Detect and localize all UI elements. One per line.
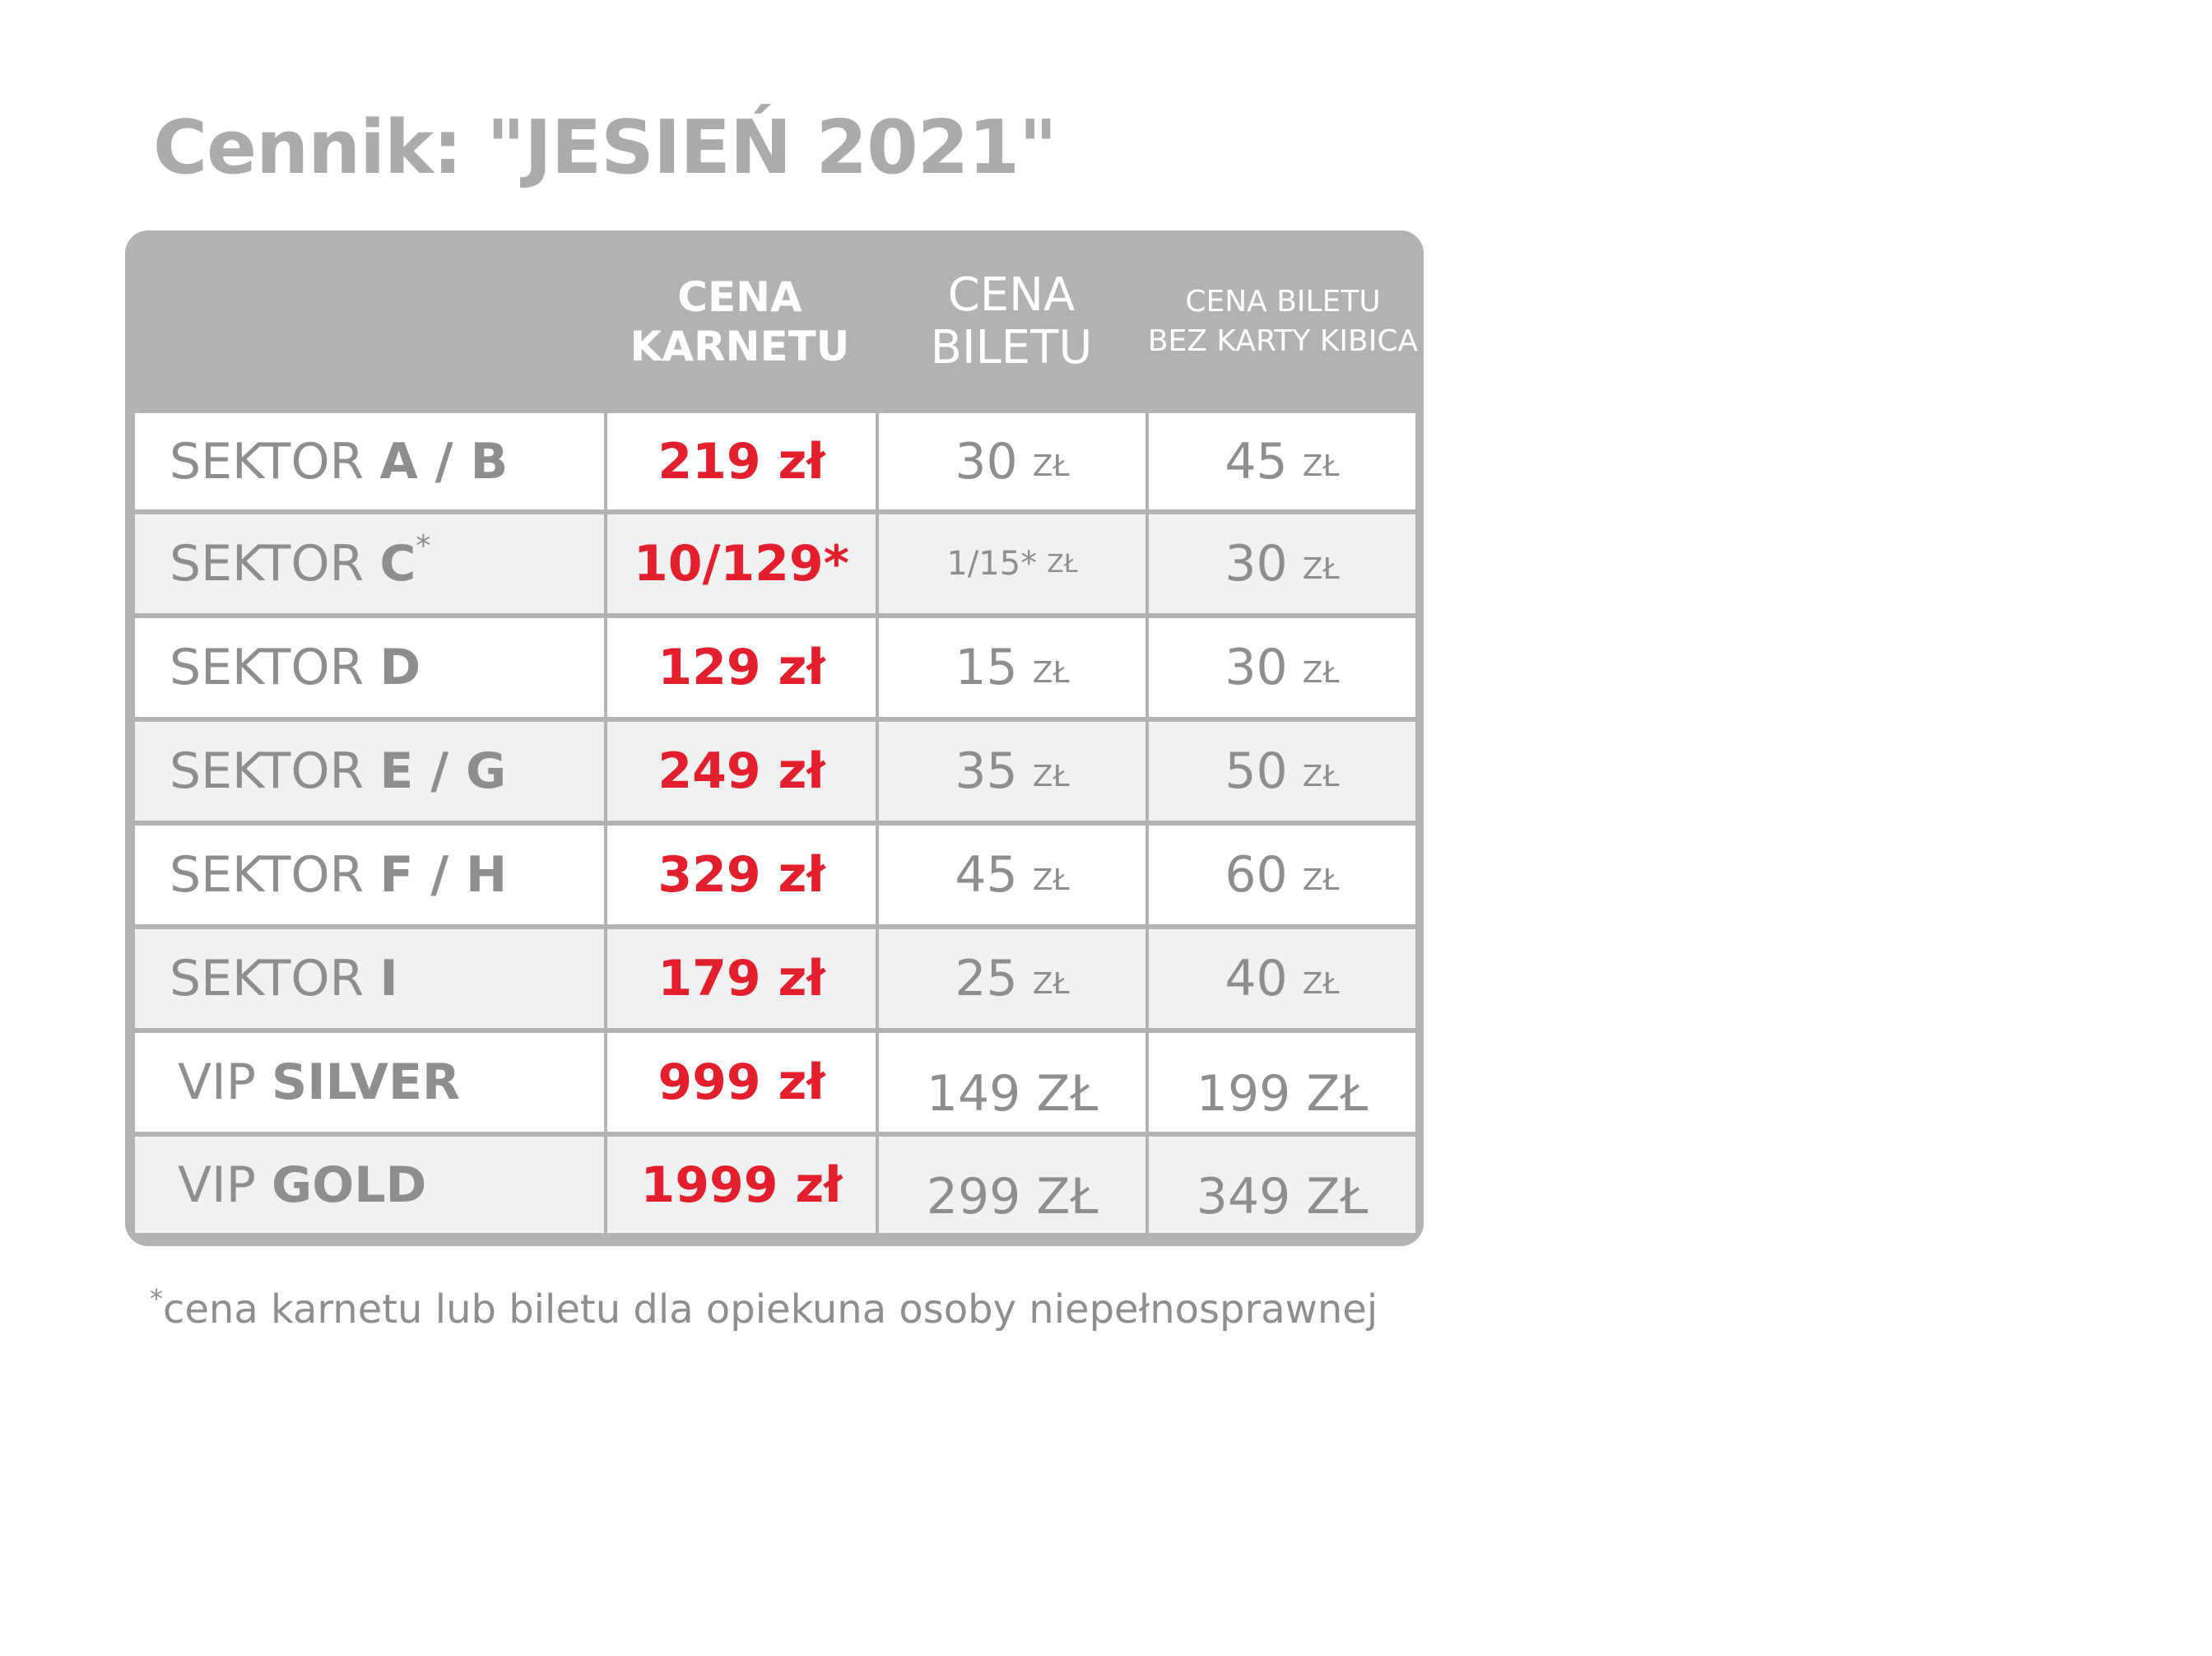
no-card-price-value: 349 ZŁ xyxy=(1196,1167,1369,1226)
ticket-price: 25 ZŁ xyxy=(879,929,1146,1028)
sector-prefix: SEKTOR xyxy=(170,742,365,800)
no-card-price-unit: ZŁ xyxy=(1302,966,1340,1001)
table-row: SEKTOR A / B 219 zł 30 ZŁ 45 ZŁ xyxy=(130,408,1419,512)
ticket-price-unit: ZŁ xyxy=(1032,759,1070,793)
footnote-star: * xyxy=(150,1283,163,1314)
ticket-price-value: 299 ZŁ xyxy=(926,1167,1099,1226)
table-row: VIP GOLD 1999 zł 299 ZŁ 349 ZŁ xyxy=(130,1134,1419,1238)
table-body: SEKTOR A / B 219 zł 30 ZŁ 45 ZŁ SEKTOR C * … xyxy=(130,408,1419,1238)
sector-prefix: VIP xyxy=(178,1054,256,1111)
sector-prefix: SEKTOR xyxy=(170,535,365,593)
sector-name: E / G xyxy=(379,742,507,800)
sector-label: VIP SILVER xyxy=(135,1033,604,1132)
footnote-text: cena karnetu lub biletu dla opiekuna oso… xyxy=(163,1286,1378,1333)
header-ticket-price: CENA BILETU xyxy=(930,268,1093,374)
season-pass-price: 129 zł xyxy=(607,618,876,717)
sector-label: SEKTOR D xyxy=(135,618,604,717)
sector-label: SEKTOR F / H xyxy=(135,826,604,924)
sector-name: GOLD xyxy=(272,1156,427,1214)
footnote: *cena karnetu lub biletu dla opiekuna os… xyxy=(150,1281,1378,1342)
table-row: VIP SILVER 999 zł 149 ZŁ 199 ZŁ xyxy=(130,1030,1419,1134)
sector-label: VIP GOLD xyxy=(135,1137,604,1233)
ticket-price-value: 45 xyxy=(955,846,1018,904)
sector-label: SEKTOR E / G xyxy=(135,722,604,821)
ticket-price-value: 1/15* xyxy=(946,545,1038,583)
page-title: Cennik: "JESIEŃ 2021" xyxy=(153,105,1057,191)
season-pass-price: 329 zł xyxy=(607,826,876,924)
header-ticket-no-fan-card: CENA BILETU BEZ KARTY KIBICA xyxy=(1147,285,1419,358)
table-row: SEKTOR I 179 zł 25 ZŁ 40 ZŁ xyxy=(130,927,1419,1030)
ticket-price-value: 15 xyxy=(955,639,1018,696)
no-card-price-unit: ZŁ xyxy=(1302,655,1340,690)
no-card-price: 50 ZŁ xyxy=(1149,722,1415,821)
sector-label: SEKTOR A / B xyxy=(135,413,604,509)
no-card-price-value: 60 xyxy=(1224,846,1288,904)
ticket-price-unit: ZŁ xyxy=(1032,966,1070,1001)
table-header: CENA KARNETU CENA BILETU CENA BILETU BEZ… xyxy=(130,235,1419,408)
no-card-price-unit: ZŁ xyxy=(1302,863,1340,897)
sector-name: C xyxy=(379,535,416,593)
season-pass-price: 249 zł xyxy=(607,722,876,821)
sector-prefix: SEKTOR xyxy=(170,846,365,904)
sector-prefix: SEKTOR xyxy=(170,432,365,491)
ticket-price-unit: ZŁ xyxy=(1032,449,1070,483)
ticket-price: 35 ZŁ xyxy=(879,722,1146,821)
sector-name: SILVER xyxy=(272,1054,461,1111)
no-card-price-value: 199 ZŁ xyxy=(1196,1065,1369,1123)
season-pass-price: 999 zł xyxy=(607,1033,876,1132)
ticket-price-unit: ZŁ xyxy=(1032,655,1070,690)
sector-prefix: SEKTOR xyxy=(170,950,365,1007)
no-card-price: 40 ZŁ xyxy=(1149,929,1415,1028)
no-card-price-value: 30 xyxy=(1224,535,1288,593)
no-card-price: 199 ZŁ xyxy=(1149,1033,1415,1132)
footnote-marker: * xyxy=(416,528,431,563)
no-card-price-unit: ZŁ xyxy=(1302,551,1340,586)
season-pass-price: 219 zł xyxy=(607,413,876,509)
ticket-price: 1/15* ZŁ xyxy=(879,514,1146,613)
sector-name: F / H xyxy=(379,846,508,904)
table-row: SEKTOR E / G 249 zł 35 ZŁ 50 ZŁ xyxy=(130,719,1419,823)
ticket-price-unit: ZŁ xyxy=(1032,863,1070,897)
ticket-price: 30 ZŁ xyxy=(879,413,1146,509)
ticket-price-value: 25 xyxy=(955,950,1018,1007)
no-card-price-value: 30 xyxy=(1224,639,1288,696)
season-pass-price: 179 zł xyxy=(607,929,876,1028)
ticket-price-value: 149 ZŁ xyxy=(926,1065,1099,1123)
ticket-price-unit: ZŁ xyxy=(1047,549,1078,579)
season-pass-price: 1999 zł xyxy=(607,1137,876,1233)
no-card-price-value: 40 xyxy=(1224,950,1288,1007)
season-pass-price: 10/129* xyxy=(607,514,876,613)
header-season-pass: CENA KARNETU xyxy=(630,273,850,370)
ticket-price-value: 35 xyxy=(955,742,1018,800)
no-card-price: 45 ZŁ xyxy=(1149,413,1415,509)
table-row: SEKTOR C * 10/129* 1/15* ZŁ 30 ZŁ xyxy=(130,512,1419,616)
no-card-price: 30 ZŁ xyxy=(1149,514,1415,613)
ticket-price: 299 ZŁ xyxy=(879,1137,1146,1233)
no-card-price: 60 ZŁ xyxy=(1149,826,1415,924)
price-table: CENA KARNETU CENA BILETU CENA BILETU BEZ… xyxy=(125,230,1424,1246)
table-row: SEKTOR F / H 329 zł 45 ZŁ 60 ZŁ xyxy=(130,823,1419,927)
no-card-price: 349 ZŁ xyxy=(1149,1137,1415,1233)
no-card-price-value: 50 xyxy=(1224,742,1288,800)
no-card-price-unit: ZŁ xyxy=(1302,449,1340,483)
ticket-price: 45 ZŁ xyxy=(879,826,1146,924)
sector-prefix: SEKTOR xyxy=(170,639,365,696)
sector-prefix: VIP xyxy=(178,1156,256,1214)
sector-label: SEKTOR C * xyxy=(135,514,604,613)
sector-label: SEKTOR I xyxy=(135,929,604,1028)
no-card-price: 30 ZŁ xyxy=(1149,618,1415,717)
no-card-price-unit: ZŁ xyxy=(1302,759,1340,793)
sector-name: I xyxy=(379,950,398,1007)
ticket-price: 149 ZŁ xyxy=(879,1033,1146,1132)
ticket-price-value: 30 xyxy=(955,432,1018,491)
ticket-price: 15 ZŁ xyxy=(879,618,1146,717)
table-row: SEKTOR D 129 zł 15 ZŁ 30 ZŁ xyxy=(130,616,1419,719)
sector-name: D xyxy=(379,639,421,696)
sector-name: A / B xyxy=(379,432,509,491)
no-card-price-value: 45 xyxy=(1224,432,1288,491)
